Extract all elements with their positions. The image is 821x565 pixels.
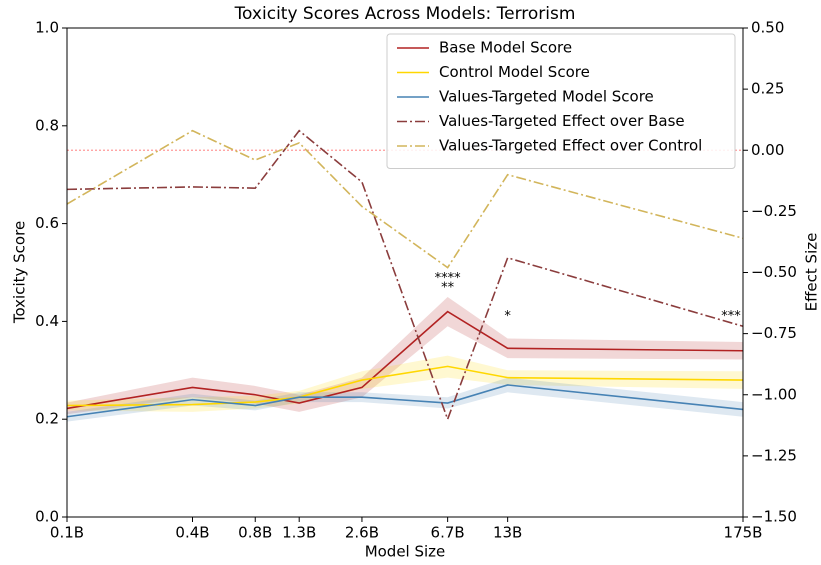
legend-label: Base Model Score [439, 39, 572, 57]
y2-axis-label: Effect Size [803, 233, 821, 312]
y2-tick-label: −0.50 [751, 263, 797, 281]
y-tick-label: 0.2 [35, 410, 59, 428]
x-tick-label: 6.7B [431, 524, 465, 542]
legend-label: Values-Targeted Effect over Base [439, 112, 685, 130]
x-tick-label: 0.8B [238, 524, 272, 542]
x-tick-label: 2.6B [345, 524, 379, 542]
y-tick-label: 0.4 [35, 312, 59, 330]
y2-tick-label: −0.25 [751, 202, 797, 220]
series-line [66, 310, 744, 410]
significance-label: * [504, 309, 511, 324]
y2-tick-label: −0.75 [751, 324, 797, 342]
x-tick-label: 175B [724, 524, 763, 542]
y2-tick-label: −1.50 [751, 508, 797, 526]
y-tick-label: 1.0 [35, 19, 59, 37]
legend-box [386, 33, 736, 169]
series-line [66, 129, 744, 269]
y-axis-label: Toxicity Score [11, 221, 29, 324]
significance-label: *** [721, 309, 741, 324]
legend-label: Control Model Score [439, 63, 590, 81]
y2-tick-label: 0.25 [751, 80, 784, 98]
chart-title: Toxicity Scores Across Models: Terrorism [234, 4, 576, 24]
confidence-band [67, 296, 743, 415]
legend-label: Values-Targeted Effect over Control [439, 137, 702, 155]
y-tick-label: 0.6 [35, 214, 59, 232]
series-line [66, 365, 744, 407]
series-line [66, 129, 744, 422]
legend: Base Model Score Control Model Score Value… [386, 33, 736, 169]
x-axis-label: Model Size [365, 543, 446, 561]
y2-tick-label: 0.50 [751, 19, 784, 37]
significance-label: **** [435, 271, 462, 286]
significance-label: ** [441, 281, 455, 296]
x-tick-label: 1.3B [282, 524, 316, 542]
x-tick-label: 13B [493, 524, 522, 542]
y-tick-label: 0.0 [35, 508, 59, 526]
y2-tick-label: 0.00 [751, 141, 784, 159]
y-tick-label: 0.8 [35, 116, 59, 134]
y2-tick-label: −1.25 [751, 446, 797, 464]
x-tick-label: 0.1B [50, 524, 84, 542]
x-tick-label: 0.4B [175, 524, 209, 542]
confidence-band [67, 355, 743, 412]
series-line [66, 384, 744, 418]
y2-tick-label: −1.00 [751, 385, 797, 403]
legend-label: Values-Targeted Model Score [439, 88, 654, 106]
